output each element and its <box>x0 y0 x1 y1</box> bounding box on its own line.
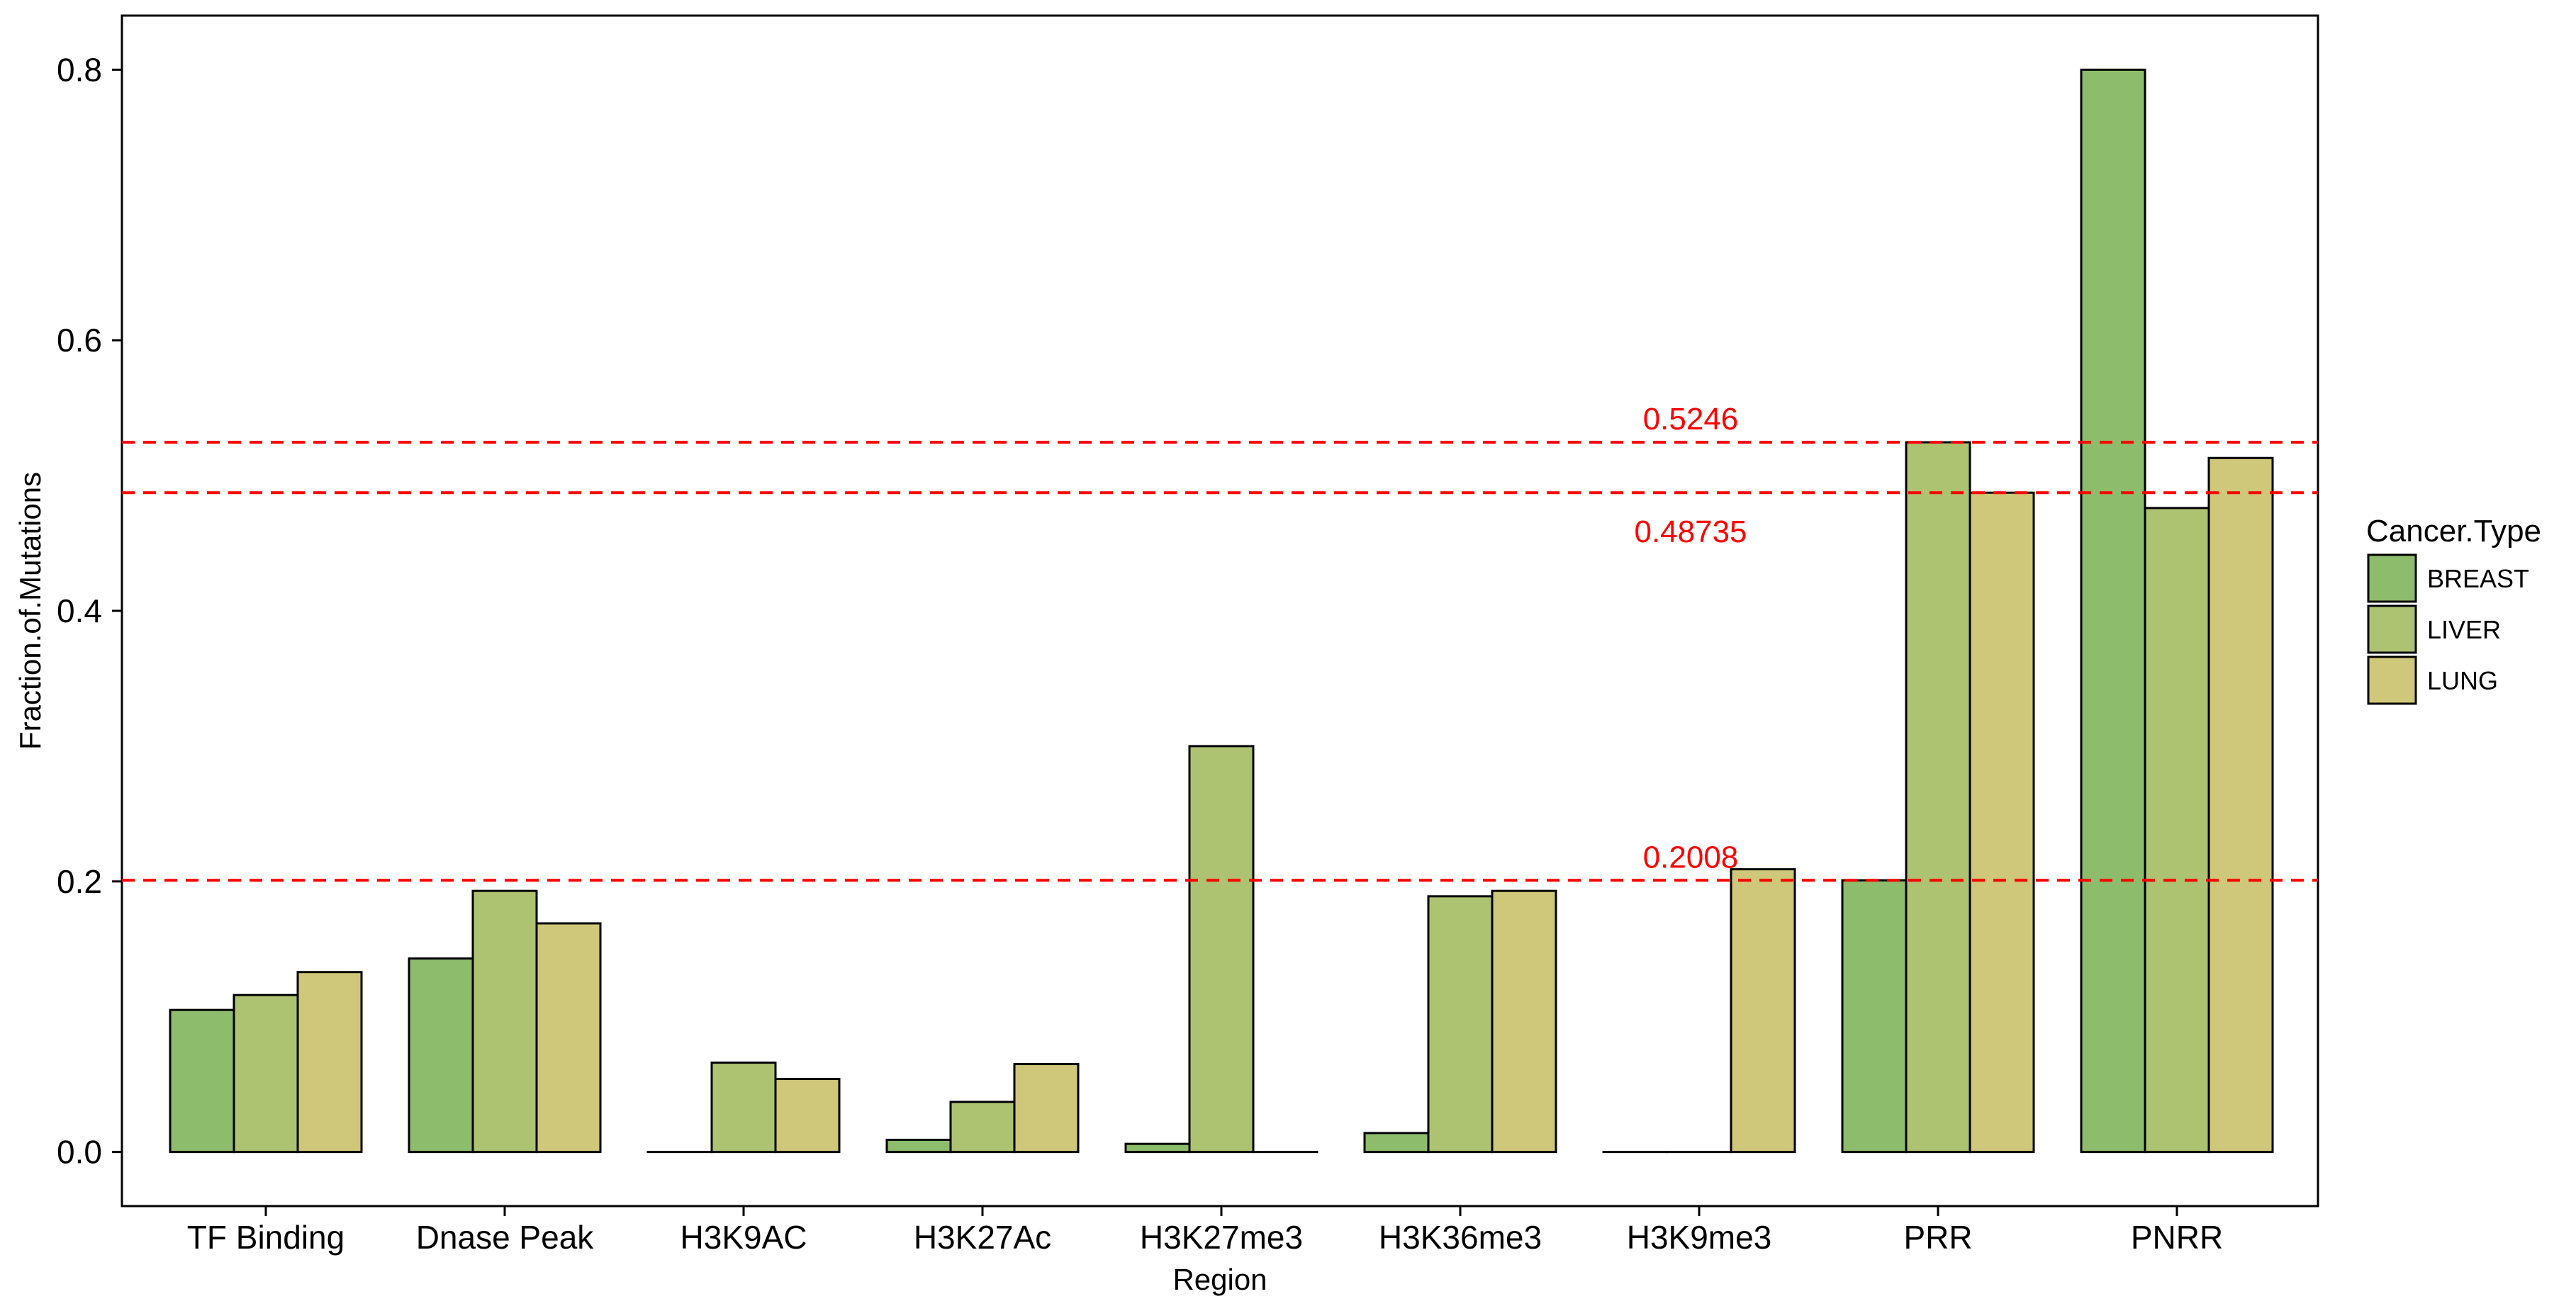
legend-label-lung: LUNG <box>2427 666 2498 695</box>
bar-liver-3 <box>949 1100 1016 1154</box>
x-tick-label-3: H3K27Ac <box>914 1219 1051 1256</box>
bar-lung-3 <box>1013 1063 1080 1154</box>
legend-key-lung <box>2367 655 2417 705</box>
bar-lung-2 <box>774 1078 841 1154</box>
bar-lung-0 <box>296 971 363 1154</box>
y-axis: 0.0 0.2 0.4 0.6 0.8 <box>57 51 122 1171</box>
bar-breast-0 <box>169 1008 235 1154</box>
bar-liver-2 <box>710 1062 777 1154</box>
legend-key-breast <box>2367 553 2417 603</box>
bar-lung-1 <box>535 922 602 1154</box>
y-tick-label-3: 0.6 <box>57 322 102 359</box>
y-tick-label-2: 0.4 <box>57 592 102 629</box>
bar-breast-7 <box>1841 879 1908 1154</box>
legend-label-breast: BREAST <box>2427 564 2529 593</box>
bar-lung-5 <box>1491 889 1557 1154</box>
x-tick-label-2: H3K9AC <box>681 1219 807 1256</box>
x-axis: TF Binding Dnase Peak H3K9AC H3K27Ac H3K27me… <box>187 1206 2223 1256</box>
bar-liver-0 <box>233 993 299 1154</box>
legend: Cancer.Type BREAST LIVER LUNG <box>2366 514 2541 705</box>
bar-lung-6 <box>1730 868 1796 1154</box>
x-tick-label-7: PRR <box>1903 1219 1972 1256</box>
bar-liver-7 <box>1905 441 1971 1154</box>
y-tick-label-0: 0.0 <box>57 1134 102 1171</box>
y-tick-label-4: 0.8 <box>57 51 102 88</box>
x-tick-label-8: PNRR <box>2131 1219 2223 1256</box>
legend-title: Cancer.Type <box>2366 514 2541 548</box>
legend-key-liver <box>2367 604 2417 654</box>
bar-liver-4 <box>1188 745 1255 1154</box>
bars-layer <box>169 68 2274 1154</box>
y-axis-title: Fraction.of.Mutations <box>13 472 47 750</box>
bar-breast-4 <box>1124 1142 1191 1154</box>
bar-lung-8 <box>2207 456 2274 1154</box>
reference-lines-layer: 0.5246 0.48735 0.2008 <box>122 402 2318 882</box>
y-tick-label-1: 0.2 <box>57 863 102 900</box>
reference-line-label-0: 0.5246 <box>1643 402 1739 437</box>
x-tick-label-1: Dnase Peak <box>416 1219 595 1256</box>
x-tick-label-4: H3K27me3 <box>1140 1219 1303 1256</box>
bar-lung-7 <box>1969 491 2035 1154</box>
bar-breast-3 <box>885 1138 952 1154</box>
bar-liver-5 <box>1427 895 1494 1154</box>
x-tick-label-5: H3K36me3 <box>1379 1219 1542 1256</box>
reference-line-label-2: 0.2008 <box>1643 840 1739 874</box>
legend-label-liver: LIVER <box>2427 615 2501 644</box>
bar-liver-8 <box>2144 507 2210 1154</box>
x-tick-label-0: TF Binding <box>187 1219 345 1256</box>
reference-line-label-1: 0.48735 <box>1634 514 1747 549</box>
bar-liver-1 <box>471 889 538 1154</box>
x-axis-title: Region <box>1172 1263 1267 1296</box>
x-tick-label-6: H3K9me3 <box>1627 1219 1772 1256</box>
bar-breast-1 <box>408 957 474 1154</box>
bar-breast-8 <box>2080 68 2146 1154</box>
bar-breast-5 <box>1363 1132 1430 1154</box>
